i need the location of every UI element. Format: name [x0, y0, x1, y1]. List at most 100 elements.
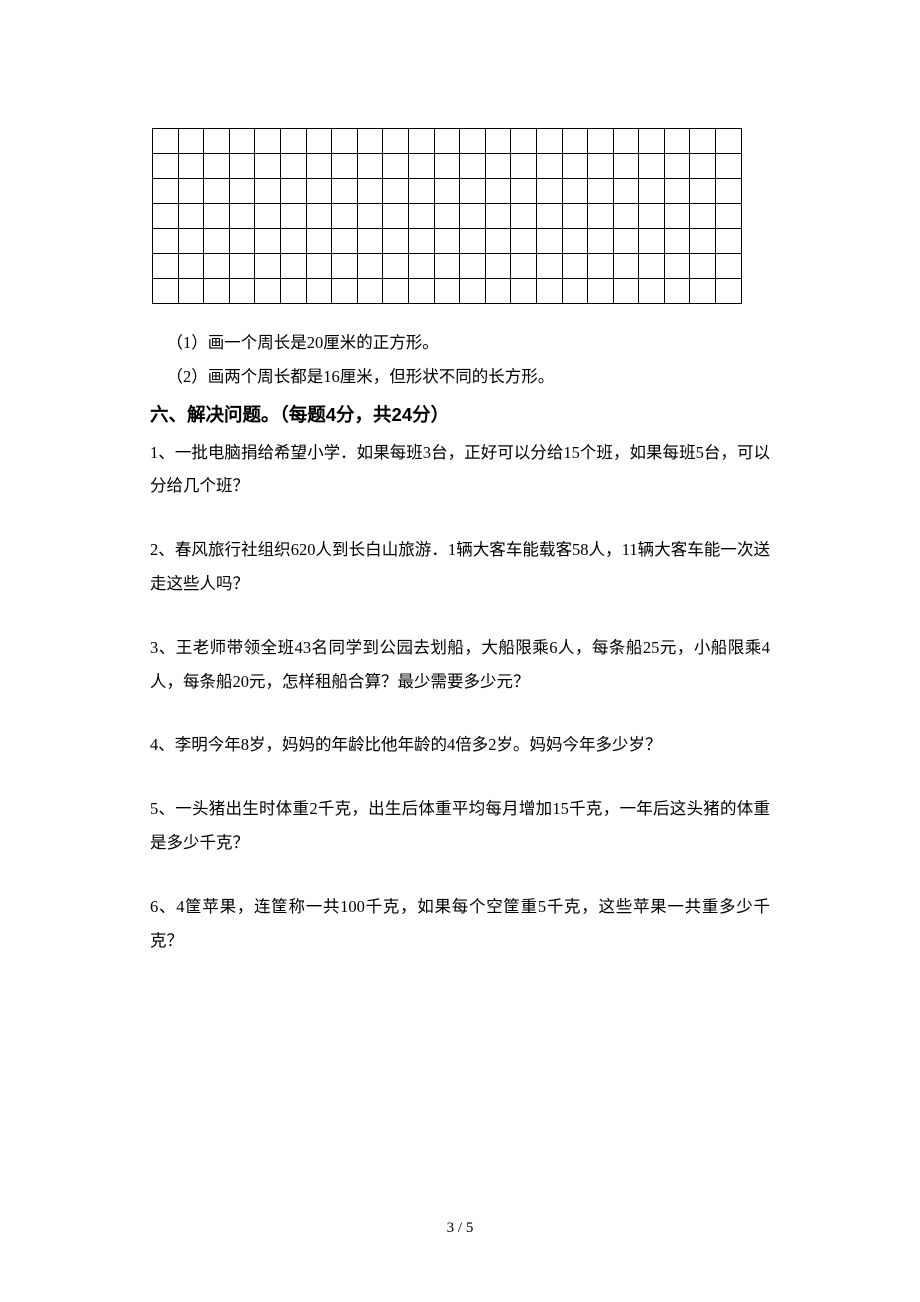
grid-cell	[639, 204, 665, 229]
grid-cell	[383, 129, 409, 154]
grid-cell	[357, 129, 383, 154]
grid-cell	[536, 279, 562, 304]
grid-cell	[434, 179, 460, 204]
problem-6: 6、4筐苹果，连筐称一共100千克，如果每个空筐重5千克，这些苹果一共重多少千克…	[150, 890, 770, 958]
grid-cell	[204, 154, 230, 179]
grid-cell	[613, 279, 639, 304]
grid-cell	[229, 204, 255, 229]
grid-cell	[306, 179, 332, 204]
grid-cell	[511, 179, 537, 204]
grid-cell	[229, 129, 255, 154]
grid-cell	[511, 154, 537, 179]
grid-cell	[690, 204, 716, 229]
grid-cell	[511, 279, 537, 304]
grid-cell	[204, 179, 230, 204]
grid-cell	[255, 204, 281, 229]
grid-cell	[613, 254, 639, 279]
grid-cell	[408, 179, 434, 204]
grid-cell	[690, 229, 716, 254]
grid-cell	[485, 254, 511, 279]
grid-cell	[178, 154, 204, 179]
grid-cell	[613, 179, 639, 204]
grid-body	[153, 129, 742, 304]
grid-cell	[280, 129, 306, 154]
grid-cell	[306, 229, 332, 254]
grid-cell	[229, 229, 255, 254]
grid-cell	[178, 204, 204, 229]
grid-cell	[716, 279, 742, 304]
task-2: （2）画两个周长都是16厘米，但形状不同的长方形。	[150, 360, 770, 394]
grid-cell	[306, 279, 332, 304]
grid-cell	[280, 254, 306, 279]
grid-cell	[332, 204, 358, 229]
grid-cell	[229, 279, 255, 304]
grid-cell	[536, 204, 562, 229]
grid-row	[153, 254, 742, 279]
grid-cell	[204, 279, 230, 304]
grid-cell	[178, 229, 204, 254]
section-heading: 六、解决问题。（每题4分，共24分）	[150, 396, 770, 434]
grid-cell	[613, 154, 639, 179]
grid-cell	[178, 254, 204, 279]
grid-cell	[511, 229, 537, 254]
grid-cell	[716, 254, 742, 279]
grid-row	[153, 279, 742, 304]
grid-cell	[357, 179, 383, 204]
grid-cell	[716, 179, 742, 204]
grid-cell	[153, 154, 179, 179]
problem-1: 1、一批电脑捐给希望小学．如果每班3台，正好可以分给15个班，如果每班5台，可以…	[150, 436, 770, 504]
grid-cell	[383, 179, 409, 204]
grid-cell	[664, 179, 690, 204]
grid-row	[153, 179, 742, 204]
grid-cell	[664, 279, 690, 304]
grid-cell	[460, 229, 486, 254]
grid-cell	[434, 254, 460, 279]
grid-cell	[460, 204, 486, 229]
grid-cell	[332, 279, 358, 304]
grid-cell	[204, 229, 230, 254]
grid-cell	[280, 179, 306, 204]
grid-cell	[357, 204, 383, 229]
grid-cell	[460, 254, 486, 279]
grid-cell	[357, 279, 383, 304]
grid-cell	[280, 229, 306, 254]
problem-3: 3、王老师带领全班43名同学到公园去划船，大船限乘6人，每条船25元，小船限乘4…	[150, 631, 770, 699]
grid-cell	[408, 254, 434, 279]
grid-cell	[690, 254, 716, 279]
grid-cell	[460, 129, 486, 154]
grid-cell	[229, 254, 255, 279]
grid-cell	[562, 154, 588, 179]
grid-cell	[460, 279, 486, 304]
grid-cell	[664, 254, 690, 279]
problem-2: 2、春风旅行社组织620人到长白山旅游．1辆大客车能载客58人，11辆大客车能一…	[150, 533, 770, 601]
grid-cell	[485, 154, 511, 179]
grid-cell	[536, 179, 562, 204]
grid-cell	[153, 204, 179, 229]
grid-cell	[613, 129, 639, 154]
grid-cell	[204, 129, 230, 154]
grid-cell	[639, 254, 665, 279]
grid-cell	[332, 229, 358, 254]
grid-cell	[383, 154, 409, 179]
grid-row	[153, 229, 742, 254]
grid-cell	[204, 254, 230, 279]
grid-cell	[178, 179, 204, 204]
grid-cell	[639, 154, 665, 179]
grid-cell	[588, 179, 614, 204]
grid-cell	[562, 204, 588, 229]
grid-cell	[460, 179, 486, 204]
grid-cell	[280, 279, 306, 304]
grid-cell	[690, 129, 716, 154]
problem-5: 5、一头猪出生时体重2千克，出生后体重平均每月增加15千克，一年后这头猪的体重是…	[150, 792, 770, 860]
grid-row	[153, 154, 742, 179]
grid-cell	[306, 129, 332, 154]
grid-cell	[153, 129, 179, 154]
grid-cell	[664, 154, 690, 179]
grid-cell	[613, 229, 639, 254]
grid-cell	[280, 154, 306, 179]
grid-cell	[588, 154, 614, 179]
grid-cell	[690, 279, 716, 304]
grid-cell	[153, 254, 179, 279]
grid-cell	[588, 254, 614, 279]
grid-cell	[332, 129, 358, 154]
